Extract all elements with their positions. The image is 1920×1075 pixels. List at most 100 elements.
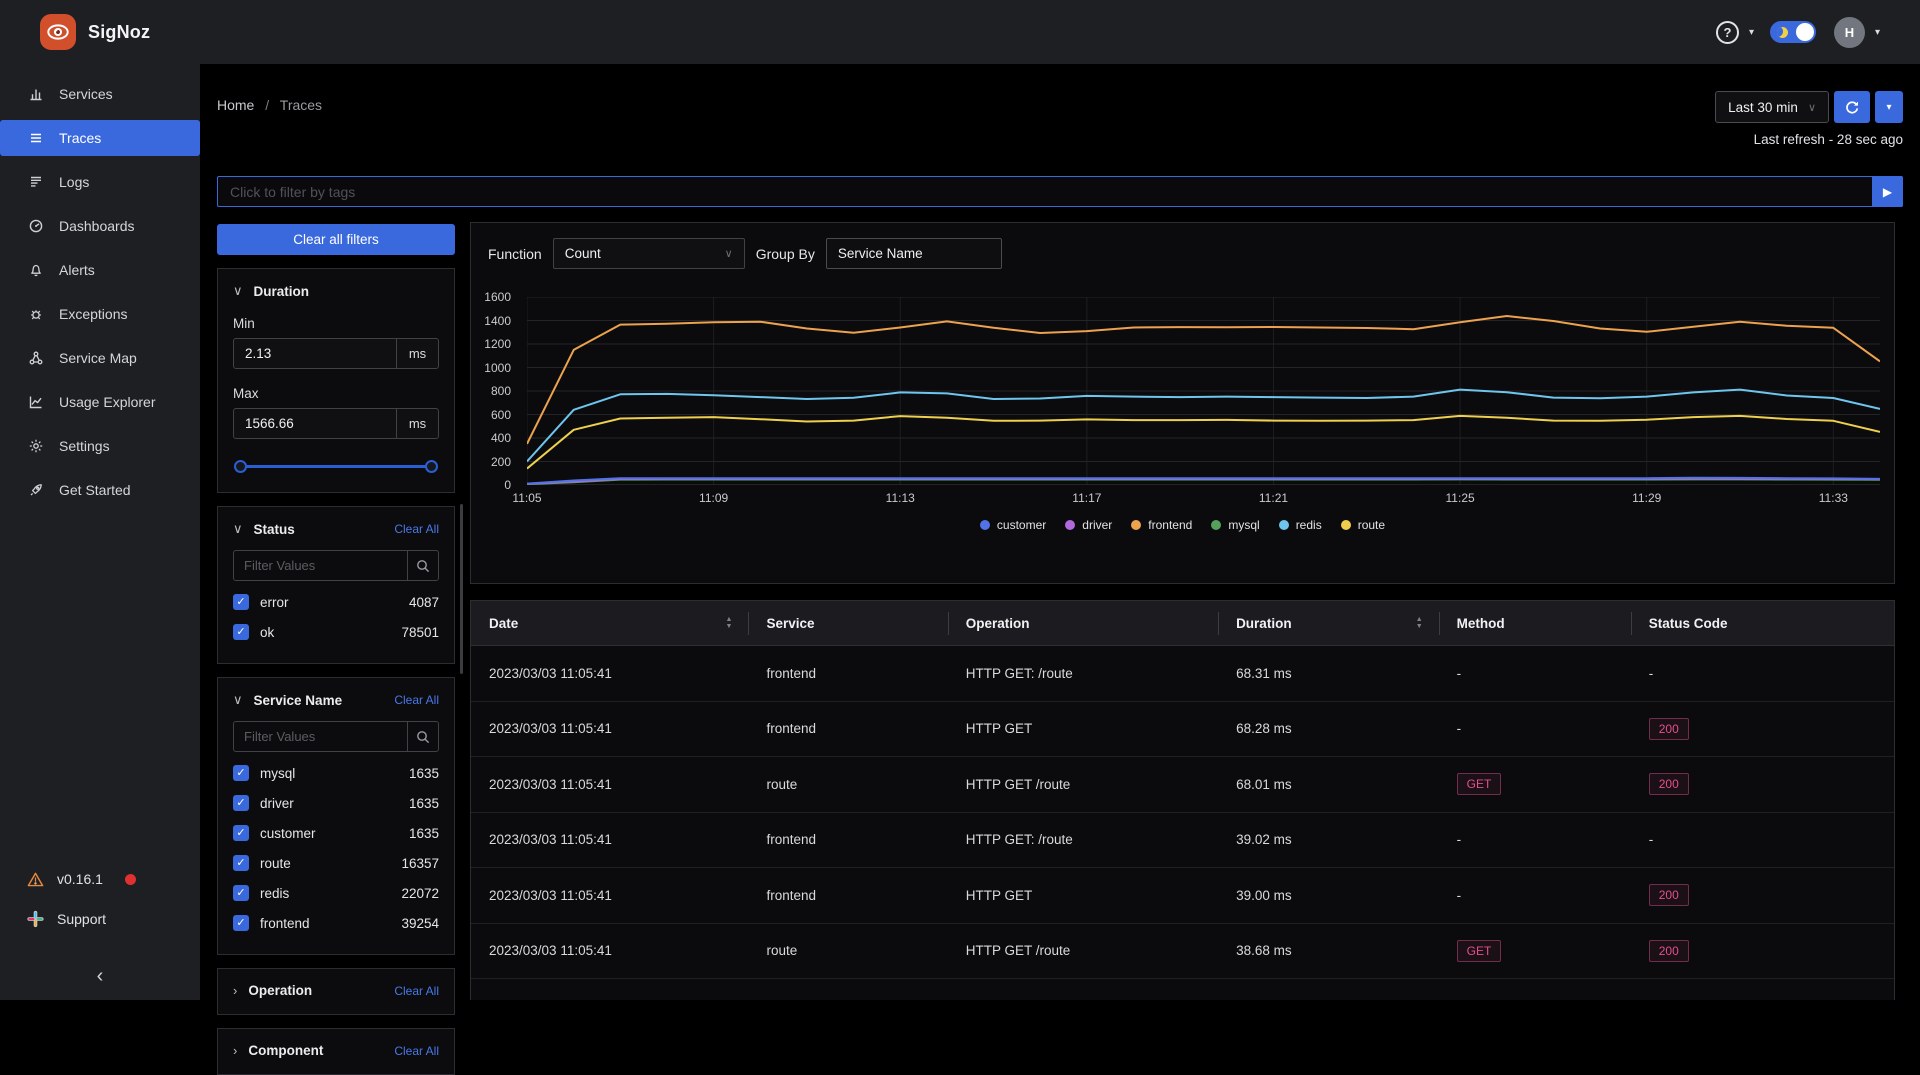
- checkbox-checked-icon[interactable]: ✓: [233, 765, 249, 781]
- x-tick-label: 11:09: [699, 491, 729, 505]
- table-row[interactable]: 2023/03/03 11:05:41 route HTTP GET /route 3…: [471, 924, 1894, 979]
- y-tick-label: 0: [504, 478, 511, 492]
- search-icon[interactable]: [407, 551, 438, 580]
- filter-option-driver[interactable]: ✓ driver 1635: [233, 788, 439, 818]
- checkbox-checked-icon[interactable]: ✓: [233, 795, 249, 811]
- filter-panel-operation: › Operation Clear All: [217, 968, 455, 1015]
- filter-option-error[interactable]: ✓ error 4087: [233, 587, 439, 617]
- filter-option-customer[interactable]: ✓ customer 1635: [233, 818, 439, 848]
- search-icon[interactable]: [407, 722, 438, 751]
- checkbox-checked-icon[interactable]: ✓: [233, 855, 249, 871]
- filters-scrollbar[interactable]: [460, 504, 463, 674]
- time-range-value: Last 30 min: [1728, 99, 1798, 115]
- sidebar-item-usage-explorer[interactable]: Usage Explorer: [0, 384, 200, 420]
- function-label: Function: [488, 245, 542, 262]
- table-cell: GET: [1439, 773, 1631, 796]
- sidebar-item-label: Service Map: [59, 350, 137, 366]
- service-name-panel-header[interactable]: ∨ Service Name Clear All: [233, 692, 439, 708]
- sidebar-item-exceptions[interactable]: Exceptions: [0, 296, 200, 332]
- help-icon[interactable]: ?: [1715, 20, 1739, 44]
- slider-handle-max[interactable]: [425, 460, 438, 473]
- filter-option-label: mysql: [260, 765, 296, 781]
- checkbox-checked-icon[interactable]: ✓: [233, 825, 249, 841]
- support-row[interactable]: Support: [0, 899, 200, 939]
- filter-option-redis[interactable]: ✓ redis 22072: [233, 878, 439, 908]
- sidebar-item-service-map[interactable]: Service Map: [0, 340, 200, 376]
- filter-option-route[interactable]: ✓ route 16357: [233, 848, 439, 878]
- breadcrumb-current[interactable]: Traces: [279, 97, 323, 113]
- service-name-clear-all-link[interactable]: Clear All: [394, 693, 439, 707]
- sidebar-item-settings[interactable]: Settings: [0, 428, 200, 464]
- component-clear-all-link[interactable]: Clear All: [394, 1043, 439, 1058]
- filter-option-label: frontend: [260, 915, 310, 931]
- table-cell: route: [766, 943, 798, 959]
- bar-chart-icon: [27, 86, 44, 103]
- sidebar-collapse-button[interactable]: ‹: [96, 965, 104, 987]
- sidebar-item-services[interactable]: Services: [0, 76, 200, 112]
- tag-filter-input[interactable]: [218, 177, 1866, 206]
- checkbox-checked-icon[interactable]: ✓: [233, 915, 249, 931]
- table-row[interactable]: 2023/03/03 11:05:41 frontend HTTP GET 68.28…: [471, 702, 1894, 757]
- run-filter-button[interactable]: ▶: [1872, 176, 1903, 207]
- list-icon: [27, 130, 44, 147]
- status-panel-header[interactable]: ∨ Status Clear All: [233, 521, 439, 537]
- table-cell: -: [1456, 832, 1462, 848]
- clear-all-filters-button[interactable]: Clear all filters: [217, 224, 455, 255]
- filter-option-frontend[interactable]: ✓ frontend 39254: [233, 908, 439, 938]
- legend-item-mysql[interactable]: mysql: [1211, 518, 1260, 532]
- checkbox-checked-icon[interactable]: ✓: [233, 885, 249, 901]
- slider-handle-min[interactable]: [234, 460, 247, 473]
- duration-max-input[interactable]: [234, 409, 396, 438]
- status-clear-all-link[interactable]: Clear All: [394, 522, 439, 536]
- component-panel-header[interactable]: › Component Clear All: [233, 1043, 439, 1058]
- sort-icon[interactable]: ▲ ▼: [1415, 616, 1423, 630]
- checkbox-checked-icon[interactable]: ✓: [233, 594, 249, 610]
- table-row[interactable]: 2023/03/03 11:05:41 frontend HTTP GET: /ro…: [471, 813, 1894, 868]
- sidebar-item-logs[interactable]: Logs: [0, 164, 200, 200]
- group-by-input[interactable]: Service Name: [825, 238, 1002, 269]
- x-tick-label: 11:29: [1632, 491, 1662, 505]
- filter-panel-status: ∨ Status Clear All ✓ error 4087 ✓ ok 78501: [217, 506, 455, 664]
- help-caret-icon[interactable]: ▾: [1748, 26, 1754, 38]
- operation-clear-all-link[interactable]: Clear All: [394, 983, 439, 998]
- sidebar-item-traces[interactable]: Traces: [0, 120, 200, 156]
- status-code-badge: 200: [1648, 717, 1689, 740]
- user-menu-caret-icon[interactable]: ▾: [1874, 26, 1880, 38]
- avatar[interactable]: H: [1833, 16, 1865, 48]
- breadcrumb-home[interactable]: Home: [217, 97, 255, 113]
- duration-panel-header[interactable]: ∨ Duration: [233, 283, 439, 299]
- refresh-button[interactable]: [1834, 91, 1870, 123]
- legend-item-route[interactable]: route: [1340, 518, 1385, 532]
- table-cell: 68.01 ms: [1236, 776, 1292, 792]
- service-name-options-list: ✓ mysql 1635 ✓ driver 1635 ✓ customer 1635 ✓ route…: [233, 758, 439, 938]
- column-header-date[interactable]: Date ▲ ▼: [471, 601, 748, 645]
- legend-item-driver[interactable]: driver: [1065, 518, 1112, 532]
- dark-mode-toggle[interactable]: [1769, 21, 1816, 43]
- version-row[interactable]: v0.16.1: [0, 859, 200, 899]
- table-row[interactable]: 2023/03/03 11:05:41 frontend HTTP GET 39.00…: [471, 868, 1894, 924]
- table-row[interactable]: 2023/03/03 11:05:41 frontend HTTP GET: /ro…: [471, 646, 1894, 702]
- duration-min-input[interactable]: [234, 339, 396, 368]
- status-code-badge: 200: [1648, 773, 1689, 796]
- operation-panel-header[interactable]: › Operation Clear All: [233, 983, 439, 998]
- time-range-select[interactable]: Last 30 min ∨: [1715, 91, 1829, 123]
- status-filter-input[interactable]: [234, 551, 407, 580]
- column-header-duration[interactable]: Duration ▲ ▼: [1218, 601, 1439, 645]
- sort-icon[interactable]: ▲ ▼: [725, 616, 733, 630]
- table-cell: -: [1456, 721, 1462, 737]
- legend-item-frontend[interactable]: frontend: [1131, 518, 1192, 532]
- filter-option-ok[interactable]: ✓ ok 78501: [233, 617, 439, 647]
- service-name-filter-input[interactable]: [234, 722, 407, 751]
- filter-option-mysql[interactable]: ✓ mysql 1635: [233, 758, 439, 788]
- sidebar-item-get-started[interactable]: Get Started: [0, 472, 200, 508]
- function-select[interactable]: Count ∨: [552, 238, 745, 269]
- refresh-options-button[interactable]: ▾: [1875, 91, 1903, 123]
- checkbox-checked-icon[interactable]: ✓: [233, 624, 249, 640]
- signoz-logo-icon[interactable]: [40, 14, 76, 50]
- table-row[interactable]: 2023/03/03 11:05:41 route HTTP GET /route 6…: [471, 757, 1894, 813]
- sidebar-item-alerts[interactable]: Alerts: [0, 252, 200, 288]
- legend-item-customer[interactable]: customer: [979, 518, 1046, 532]
- sidebar-item-dashboards[interactable]: Dashboards: [0, 208, 200, 244]
- legend-item-redis[interactable]: redis: [1278, 518, 1322, 532]
- max-unit-label: ms: [396, 409, 438, 438]
